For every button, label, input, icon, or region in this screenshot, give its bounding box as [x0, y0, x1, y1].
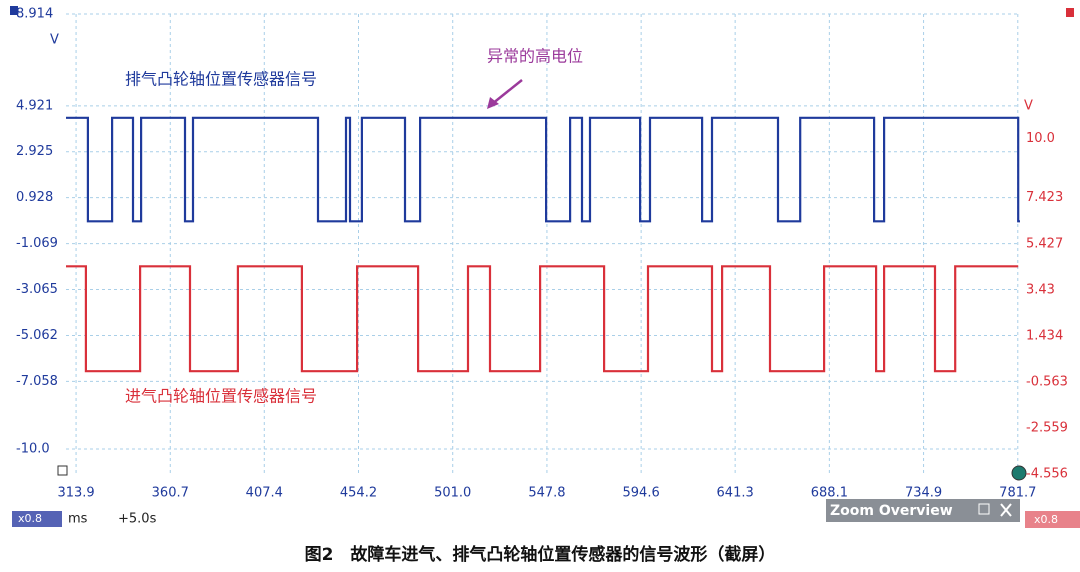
x-tick-label: 688.1 [811, 486, 848, 501]
zoom-panel-title: Zoom Overview [830, 503, 953, 519]
x-tick-label: 501.0 [434, 486, 471, 501]
annotation: 排气凸轮轴位置传感器信号 [125, 70, 317, 89]
zoom-panel[interactable] [826, 499, 1020, 522]
y2-tick-label: 10.0 [1026, 131, 1055, 146]
annotation: 进气凸轮轴位置传感器信号 [125, 387, 317, 406]
zoom-box[interactable] [1025, 511, 1080, 528]
y2-unit: V [1024, 99, 1033, 114]
offset-label: +5.0s [118, 512, 157, 527]
y-tick-label: 8.914 [16, 7, 53, 22]
annotation: 异常的高电位 [487, 47, 583, 66]
y-tick-label: 2.925 [16, 144, 53, 159]
y-tick-label: -10.0 [16, 442, 50, 457]
x-tick-label: 594.6 [623, 486, 660, 501]
zoom-box[interactable] [12, 511, 62, 527]
series-line [66, 265, 1019, 373]
x-tick-label: 454.2 [340, 486, 377, 501]
y2-tick-label: -2.559 [1026, 420, 1068, 435]
cursor-marker[interactable] [57, 465, 68, 476]
y-tick-label: -7.058 [16, 374, 58, 389]
y2-tick-label: 1.434 [1026, 328, 1063, 343]
y-tick-label: -5.062 [16, 328, 58, 343]
y2-tick-label: 3.43 [1026, 282, 1055, 297]
y-tick-label: -1.069 [16, 236, 58, 251]
x-tick-label: 734.9 [905, 486, 942, 501]
channel-b-marker [1066, 8, 1074, 17]
y2-tick-label: -4.556 [1026, 466, 1068, 481]
caption: 图2 故障车进气、排气凸轮轴位置传感器的信号波形（截屏） [305, 544, 776, 565]
x-tick-label: 781.7 [999, 486, 1036, 501]
callout-arrowhead [487, 97, 499, 109]
x-tick-label: 641.3 [717, 486, 754, 501]
restore-button[interactable] [978, 503, 990, 515]
y-tick-label: 4.921 [16, 98, 53, 113]
y2-tick-label: 7.423 [1026, 190, 1063, 205]
y2-tick-label: 5.427 [1026, 236, 1063, 251]
cursor-marker[interactable] [1011, 465, 1027, 481]
x-tick-label: 313.9 [57, 486, 94, 501]
y-unit: V [50, 33, 59, 48]
x-tick-label: 407.4 [246, 486, 283, 501]
zoom-label: x0.8 [1034, 513, 1058, 526]
y2-tick-label: -0.563 [1026, 374, 1068, 389]
x-tick-label: 547.8 [528, 486, 565, 501]
x-tick-label: 360.7 [152, 486, 189, 501]
series-line [66, 116, 1020, 223]
y-tick-label: -3.065 [16, 282, 58, 297]
callout-arrow [491, 79, 523, 105]
zoom-label: x0.8 [18, 512, 42, 525]
x-unit: ms [68, 512, 88, 527]
close-button[interactable] [1000, 503, 1012, 517]
y-tick-label: 0.928 [16, 190, 53, 205]
channel-a-marker [10, 6, 18, 15]
